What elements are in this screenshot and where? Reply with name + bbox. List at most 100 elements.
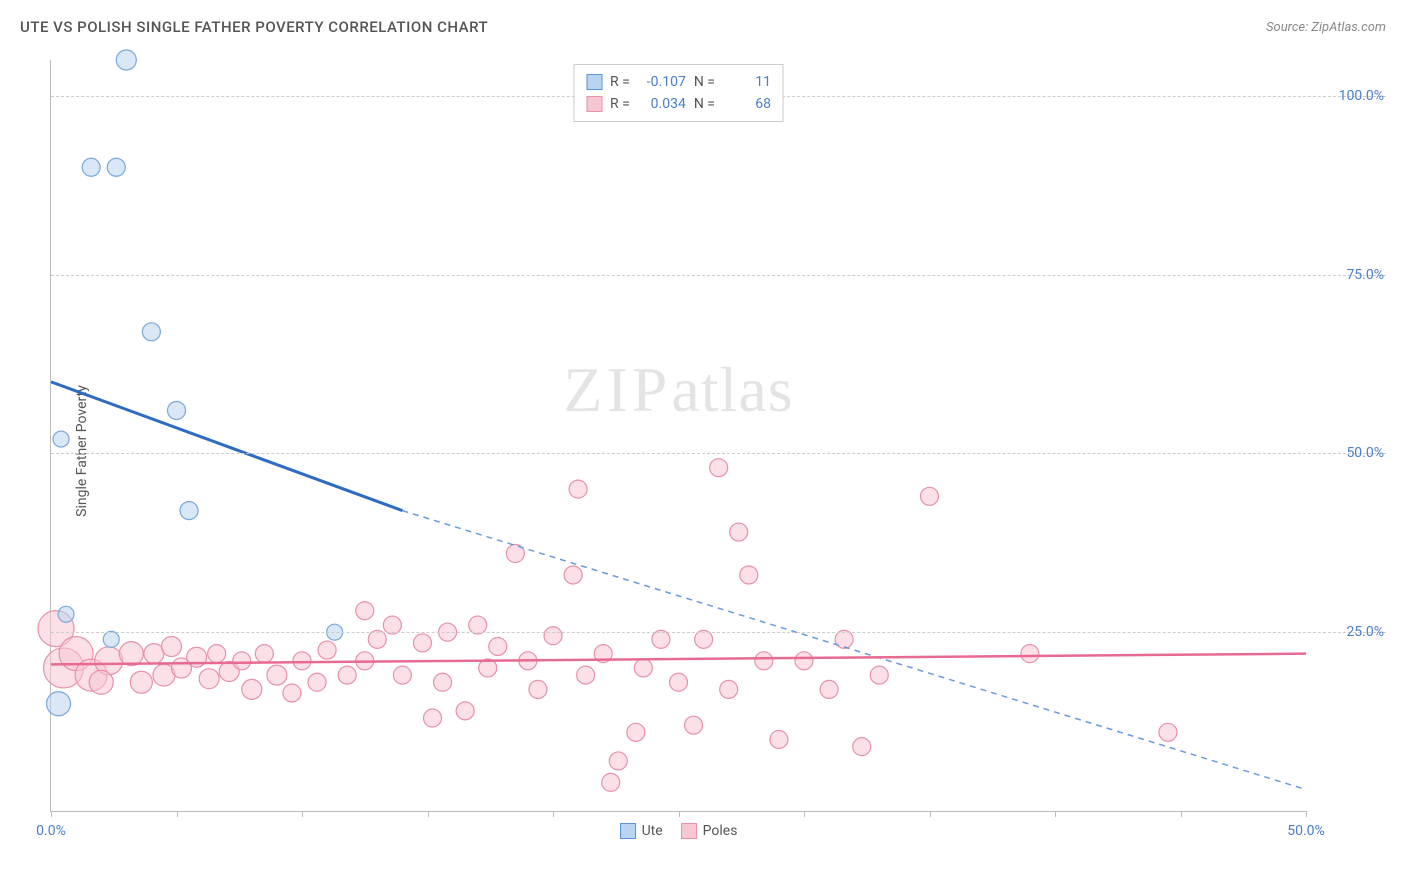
- data-point-ute: [47, 692, 71, 716]
- data-point-ute: [107, 158, 125, 176]
- data-point-ute: [53, 431, 69, 447]
- x-tick: [1306, 811, 1307, 817]
- data-point-poles: [529, 680, 547, 698]
- x-tick: [302, 811, 303, 817]
- y-tick-label: 25.0%: [1314, 624, 1384, 640]
- chart-container: Single Father Poverty R = -0.107 N = 11 …: [50, 60, 1386, 842]
- data-point-poles: [489, 637, 507, 655]
- data-point-poles: [338, 666, 356, 684]
- series-legend: Ute Poles: [620, 823, 738, 839]
- data-point-ute: [103, 631, 119, 647]
- data-point-poles: [456, 702, 474, 720]
- data-point-poles: [1021, 645, 1039, 663]
- data-point-poles: [233, 652, 251, 670]
- x-tick: [428, 811, 429, 817]
- legend-row-ute: R = -0.107 N = 11: [586, 71, 771, 93]
- swatch-ute-icon: [620, 823, 636, 839]
- y-tick-label: 75.0%: [1314, 267, 1384, 283]
- legend-item-ute: Ute: [620, 823, 663, 839]
- source-attribution: Source: ZipAtlas.com: [1266, 20, 1386, 35]
- x-tick: [679, 811, 680, 817]
- data-point-poles: [795, 652, 813, 670]
- plot-svg: [51, 60, 1306, 811]
- data-point-poles: [544, 627, 562, 645]
- y-tick-label: 100.0%: [1314, 88, 1384, 104]
- data-point-ute: [82, 158, 100, 176]
- x-tick-label: 50.0%: [1287, 823, 1325, 839]
- data-point-poles: [670, 673, 688, 691]
- data-point-poles: [569, 480, 587, 498]
- x-tick-label: 0.0%: [36, 823, 66, 839]
- n-label: N =: [694, 71, 715, 93]
- swatch-poles-icon: [681, 823, 697, 839]
- gridline: [51, 632, 1386, 633]
- data-point-poles: [434, 673, 452, 691]
- data-point-poles: [740, 566, 758, 584]
- data-point-poles: [293, 652, 311, 670]
- x-tick: [553, 811, 554, 817]
- legend-label: Ute: [642, 823, 663, 839]
- data-point-poles: [853, 738, 871, 756]
- data-point-poles: [255, 645, 273, 663]
- data-point-poles: [755, 652, 773, 670]
- x-tick: [1055, 811, 1056, 817]
- data-point-poles: [283, 684, 301, 702]
- n-value: 68: [723, 93, 771, 115]
- plot-area: R = -0.107 N = 11 R = 0.034 N = 68 ZIPat…: [50, 60, 1306, 812]
- gridline: [51, 275, 1386, 276]
- legend-label: Poles: [703, 823, 738, 839]
- data-point-poles: [424, 709, 442, 727]
- data-point-ute: [168, 401, 186, 419]
- x-tick: [930, 811, 931, 817]
- data-point-poles: [208, 645, 226, 663]
- x-tick: [177, 811, 178, 817]
- data-point-poles: [685, 716, 703, 734]
- n-label: N =: [694, 93, 715, 115]
- data-point-poles: [161, 636, 181, 656]
- data-point-poles: [720, 680, 738, 698]
- r-label: R =: [610, 93, 630, 115]
- data-point-ute: [180, 502, 198, 520]
- data-point-poles: [119, 642, 143, 666]
- data-point-poles: [356, 602, 374, 620]
- r-value: 0.034: [638, 93, 686, 115]
- data-point-poles: [199, 669, 219, 689]
- data-point-poles: [820, 680, 838, 698]
- data-point-poles: [393, 666, 411, 684]
- x-tick: [51, 811, 52, 817]
- r-value: -0.107: [638, 71, 686, 93]
- data-point-ute: [58, 606, 74, 622]
- chart-title: UTE VS POLISH SINGLE FATHER POVERTY CORR…: [20, 18, 488, 36]
- data-point-poles: [1159, 723, 1177, 741]
- data-point-poles: [627, 723, 645, 741]
- data-point-poles: [602, 773, 620, 791]
- legend-row-poles: R = 0.034 N = 68: [586, 93, 771, 115]
- data-point-poles: [730, 523, 748, 541]
- data-point-poles: [564, 566, 582, 584]
- data-point-poles: [89, 670, 113, 694]
- data-point-poles: [577, 666, 595, 684]
- data-point-poles: [242, 679, 262, 699]
- data-point-poles: [267, 665, 287, 685]
- data-point-poles: [710, 459, 728, 477]
- data-point-poles: [609, 752, 627, 770]
- legend-item-poles: Poles: [681, 823, 738, 839]
- data-point-poles: [870, 666, 888, 684]
- data-point-poles: [130, 671, 152, 693]
- n-value: 11: [723, 71, 771, 93]
- y-tick-label: 50.0%: [1314, 445, 1384, 461]
- data-point-poles: [308, 673, 326, 691]
- x-tick: [1181, 811, 1182, 817]
- data-point-poles: [921, 487, 939, 505]
- data-point-poles: [634, 659, 652, 677]
- correlation-legend: R = -0.107 N = 11 R = 0.034 N = 68: [573, 64, 784, 122]
- r-label: R =: [610, 71, 630, 93]
- x-tick: [804, 811, 805, 817]
- gridline: [51, 453, 1386, 454]
- swatch-ute-icon: [586, 74, 602, 90]
- data-point-poles: [413, 634, 431, 652]
- data-point-poles: [318, 641, 336, 659]
- trendline-ute-solid: [51, 382, 402, 511]
- data-point-poles: [770, 730, 788, 748]
- swatch-poles-icon: [586, 96, 602, 112]
